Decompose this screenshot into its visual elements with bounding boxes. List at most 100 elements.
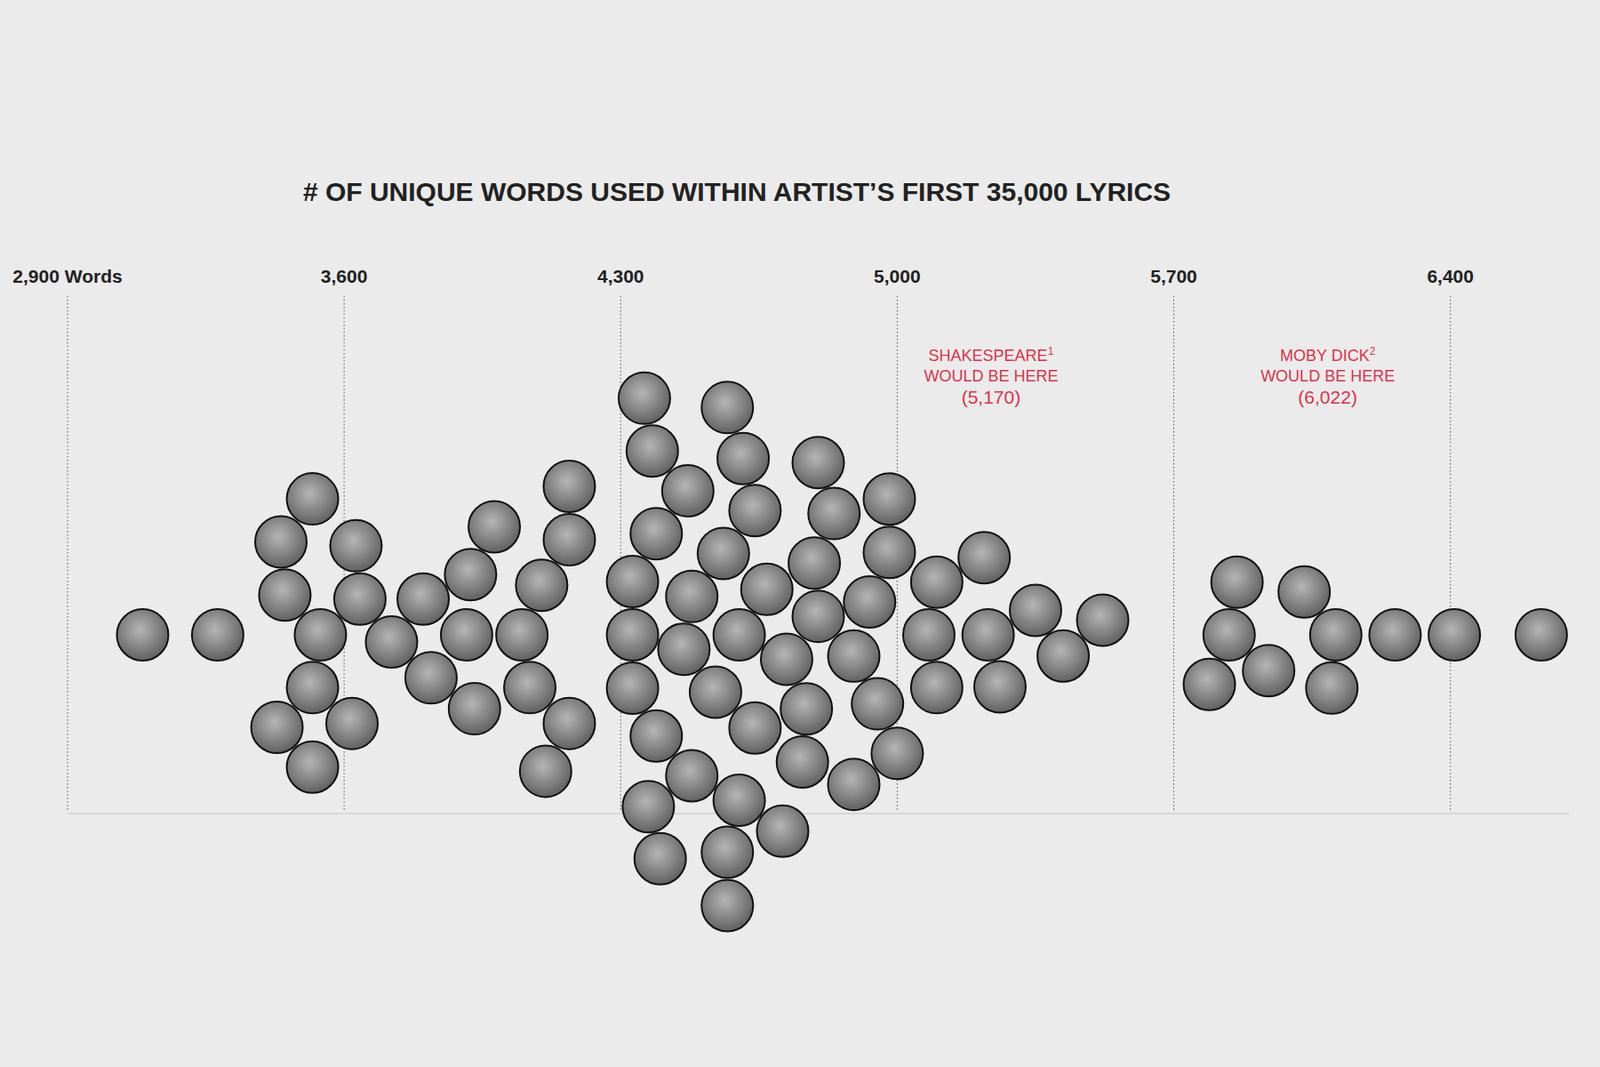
artist-circle <box>1203 608 1256 661</box>
artist-circle <box>448 682 501 735</box>
artist-circle <box>662 464 714 517</box>
artist-circle <box>255 515 307 568</box>
artist-circle <box>828 758 880 810</box>
annotation-text: WOULD BE HERE <box>923 367 1058 385</box>
artist-circle <box>543 460 595 512</box>
artist-circle <box>776 736 829 788</box>
artist-circle <box>622 780 674 832</box>
artist-circle <box>788 536 840 589</box>
annotation-text: SHAKESPEARE <box>928 346 1048 365</box>
annotation-text: WOULD BE HERE <box>1260 367 1395 385</box>
tick-label: 2,900 Words <box>12 265 122 287</box>
artist-circle <box>780 682 832 735</box>
artist-circle <box>1184 658 1236 711</box>
artist-circle <box>405 651 457 704</box>
artist-circle <box>365 616 417 668</box>
artist-circle <box>258 568 311 621</box>
artist-circle <box>864 526 916 578</box>
artist-circle <box>713 774 766 826</box>
artist-circle <box>958 531 1010 584</box>
artist-circle <box>741 563 793 616</box>
artist-circle <box>192 608 244 661</box>
artist-circle <box>287 472 339 525</box>
grid-line <box>67 296 69 812</box>
annotation: WOULD BE HERE <box>923 367 1058 385</box>
annotation: WOULD BE HERE <box>1260 367 1395 385</box>
artist-circle <box>504 661 556 713</box>
artist-circle <box>630 507 682 560</box>
title: # OF UNIQUE WORDS USED WITHIN ARTIST’S F… <box>303 176 1171 207</box>
artist-circle <box>294 608 346 661</box>
artist-circle <box>864 472 916 525</box>
artist-circle <box>630 710 682 762</box>
artist-circle <box>962 608 1015 661</box>
annotation-text: (6,022) <box>1297 386 1358 408</box>
artist-circle <box>1037 630 1089 682</box>
artist-circle <box>444 548 496 600</box>
artist-circle <box>329 520 382 572</box>
annotation-footnote: 1 <box>1048 344 1055 358</box>
artist-circle <box>1009 584 1062 637</box>
artist-circle <box>665 570 718 623</box>
artist-circle <box>334 573 386 625</box>
artist-circle <box>851 678 904 730</box>
artist-circle <box>1310 608 1362 661</box>
artist-circle <box>792 590 845 642</box>
background <box>0 0 1600 1067</box>
artist-circle <box>515 559 568 611</box>
tick-label: 4,300 <box>597 265 645 287</box>
annotation-footnote: 2 <box>1369 344 1376 358</box>
grid-line <box>1449 296 1451 812</box>
artist-circle <box>701 825 753 878</box>
artist-circle <box>496 608 548 661</box>
grid-line <box>1173 296 1175 812</box>
artist-circle <box>397 573 449 625</box>
artist-circle <box>287 661 339 713</box>
artist-circle <box>903 608 955 661</box>
artist-circle <box>634 832 687 885</box>
artist-circle <box>607 608 659 661</box>
artist-circle <box>808 488 860 540</box>
artist-circle <box>1211 556 1264 608</box>
annotation: MOBY DICK2 <box>1280 344 1376 365</box>
artist-circle <box>728 484 781 536</box>
artist-circle <box>1515 608 1568 661</box>
artist-circle <box>701 381 753 433</box>
artist-circle <box>665 749 718 801</box>
chart: # OF UNIQUE WORDS USED WITHIN ARTIST’S F… <box>0 0 1600 1067</box>
artist-circle <box>689 665 742 718</box>
artist-circle <box>701 879 753 931</box>
artist-circle <box>828 630 880 682</box>
artist-circle <box>251 701 304 753</box>
artist-circle <box>440 608 493 661</box>
grid-line <box>620 296 622 812</box>
artist-circle <box>911 556 963 608</box>
annotation: (6,022) <box>1297 386 1358 408</box>
artist-circle <box>760 632 813 685</box>
artist-circle <box>607 662 659 714</box>
artist-circle <box>543 697 595 750</box>
artist-circle <box>756 805 808 857</box>
annotation-text: MOBY DICK <box>1280 346 1370 365</box>
tick-label: 5,000 <box>873 265 921 287</box>
artist-circle <box>1242 644 1295 696</box>
annotation: (5,170) <box>961 386 1022 408</box>
annotation: SHAKESPEARE1 <box>928 344 1055 365</box>
artist-circle <box>792 436 845 488</box>
axis-line <box>67 813 1569 815</box>
artist-circle <box>843 576 896 628</box>
artist-circle <box>626 424 679 477</box>
artist-circle <box>911 661 963 713</box>
artist-circle <box>468 500 520 552</box>
artist-circle <box>713 608 766 661</box>
artist-circle <box>657 623 710 675</box>
artist-circle <box>717 432 769 485</box>
marks <box>116 372 1567 932</box>
artist-circle <box>326 697 378 750</box>
artist-circle <box>1368 608 1421 661</box>
annotation-text: (5,170) <box>961 386 1022 408</box>
artist-circle <box>1305 662 1358 714</box>
tick-label: 6,400 <box>1426 265 1474 287</box>
artist-circle <box>287 741 339 793</box>
tick-label: 3,600 <box>320 265 368 287</box>
